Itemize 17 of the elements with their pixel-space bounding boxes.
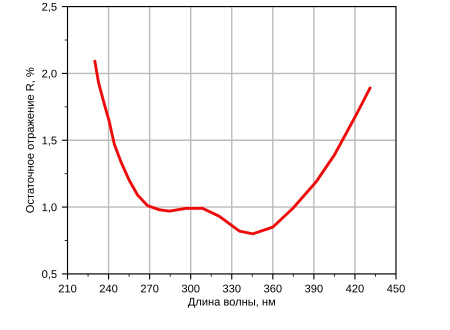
y-tick-label: 0,5 xyxy=(42,270,57,280)
x-tick-label: 360 xyxy=(264,284,282,292)
line-series xyxy=(93,60,372,236)
y-tick-label: 1,0 xyxy=(42,203,57,213)
y-tick-label: 2,0 xyxy=(42,70,57,79)
x-tick-label: 240 xyxy=(100,284,118,292)
y-tick-label: 1,5 xyxy=(42,136,57,146)
x-axis-title: Длина волны, нм xyxy=(188,298,275,308)
x-tick-label: 390 xyxy=(305,284,323,292)
x-tick-label: 210 xyxy=(58,284,76,292)
y-tick-label: 2,5 xyxy=(42,2,57,12)
x-tick-label: 270 xyxy=(140,284,158,292)
x-tick-label: 450 xyxy=(386,284,405,292)
x-tick-label: 330 xyxy=(222,284,241,292)
y-axis-title: Остаточное отражение R, % xyxy=(26,68,36,213)
x-tick-label: 420 xyxy=(346,284,364,292)
x-tick-label: 300 xyxy=(182,284,200,292)
